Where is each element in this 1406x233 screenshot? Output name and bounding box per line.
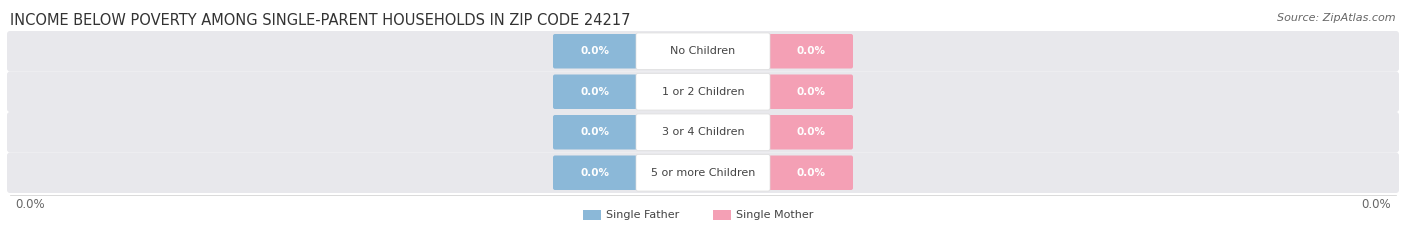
Text: 1 or 2 Children: 1 or 2 Children xyxy=(662,87,744,97)
Text: Source: ZipAtlas.com: Source: ZipAtlas.com xyxy=(1278,13,1396,23)
Text: 5 or more Children: 5 or more Children xyxy=(651,168,755,178)
FancyBboxPatch shape xyxy=(553,155,637,190)
Text: Single Mother: Single Mother xyxy=(735,210,814,220)
FancyBboxPatch shape xyxy=(7,153,1399,193)
Text: 0.0%: 0.0% xyxy=(581,46,609,56)
Text: 0.0%: 0.0% xyxy=(797,87,825,97)
FancyBboxPatch shape xyxy=(769,115,853,150)
FancyBboxPatch shape xyxy=(636,114,770,151)
FancyBboxPatch shape xyxy=(553,34,637,69)
FancyBboxPatch shape xyxy=(636,33,770,69)
FancyBboxPatch shape xyxy=(713,210,731,220)
FancyBboxPatch shape xyxy=(769,75,853,109)
FancyBboxPatch shape xyxy=(769,155,853,190)
FancyBboxPatch shape xyxy=(7,112,1399,153)
Text: No Children: No Children xyxy=(671,46,735,56)
FancyBboxPatch shape xyxy=(7,72,1399,112)
Text: 0.0%: 0.0% xyxy=(581,127,609,137)
Text: 0.0%: 0.0% xyxy=(797,46,825,56)
FancyBboxPatch shape xyxy=(583,210,600,220)
FancyBboxPatch shape xyxy=(636,154,770,191)
Text: 0.0%: 0.0% xyxy=(15,199,45,212)
Text: 0.0%: 0.0% xyxy=(797,168,825,178)
Text: INCOME BELOW POVERTY AMONG SINGLE-PARENT HOUSEHOLDS IN ZIP CODE 24217: INCOME BELOW POVERTY AMONG SINGLE-PARENT… xyxy=(10,13,630,28)
Text: Single Father: Single Father xyxy=(606,210,679,220)
FancyBboxPatch shape xyxy=(636,73,770,110)
FancyBboxPatch shape xyxy=(553,115,637,150)
Text: 0.0%: 0.0% xyxy=(797,127,825,137)
Text: 0.0%: 0.0% xyxy=(1361,199,1391,212)
Text: 0.0%: 0.0% xyxy=(581,87,609,97)
Text: 0.0%: 0.0% xyxy=(581,168,609,178)
FancyBboxPatch shape xyxy=(553,75,637,109)
FancyBboxPatch shape xyxy=(769,34,853,69)
Text: 3 or 4 Children: 3 or 4 Children xyxy=(662,127,744,137)
FancyBboxPatch shape xyxy=(7,31,1399,72)
